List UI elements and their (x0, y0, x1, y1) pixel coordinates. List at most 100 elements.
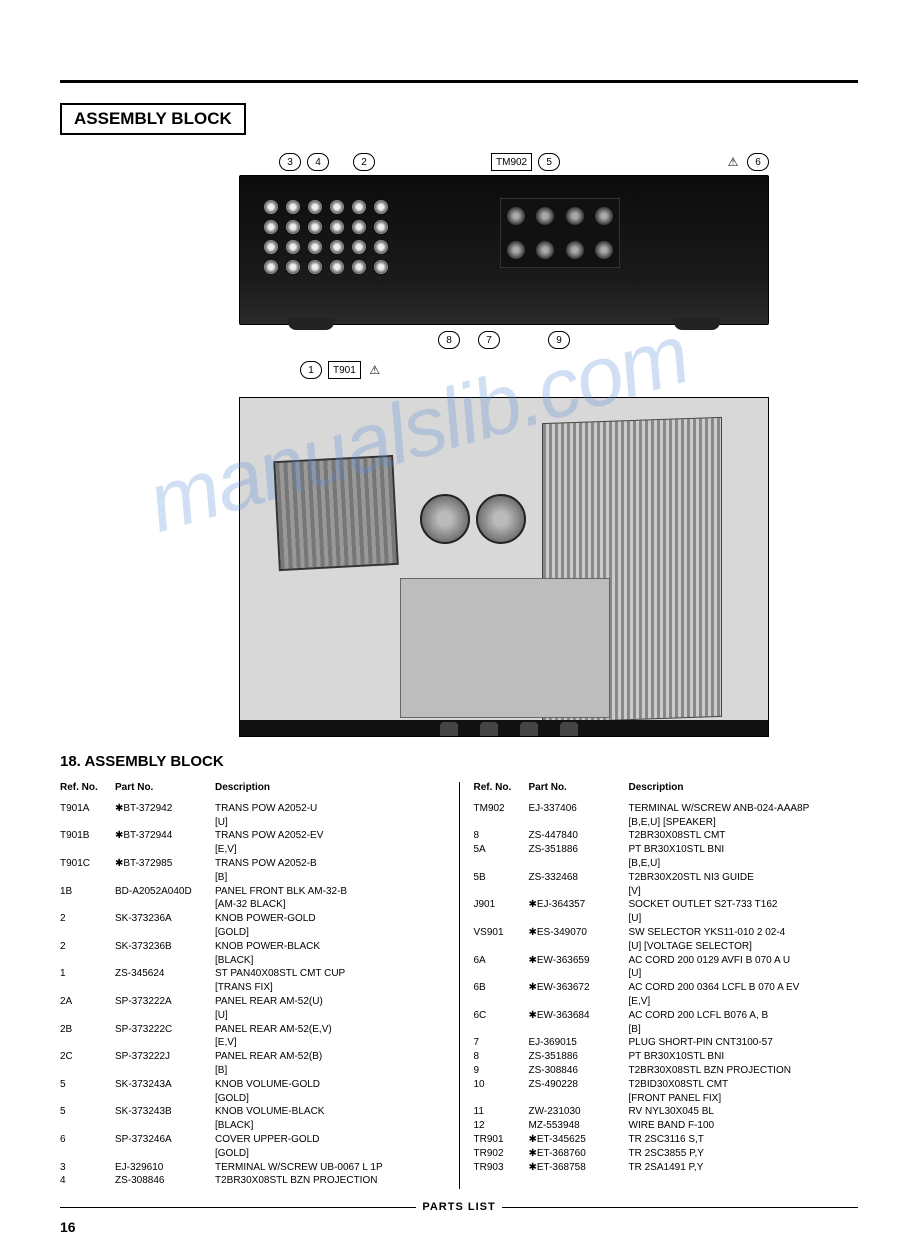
cell-ref: 5B (474, 872, 529, 885)
parts-list-area: Ref. No. Part No. Description T901A✱BT-3… (60, 782, 858, 1189)
cell-ref: J901 (474, 899, 529, 912)
cell-ref: 2 (60, 913, 115, 926)
cell-ref: 9 (474, 1065, 529, 1078)
parts-row: T901B✱BT-372944TRANS POW A2052-EV (60, 830, 445, 843)
cell-part: ✱EW-363659 (529, 955, 629, 968)
parts-row: 6SP-373246ACOVER UPPER-GOLD (60, 1134, 445, 1147)
parts-subline: [U] (474, 968, 859, 981)
cell-part: ✱ES-349070 (529, 927, 629, 940)
cell-desc: KNOB POWER-GOLD (215, 913, 445, 926)
cell-desc: KNOB VOLUME-BLACK (215, 1106, 445, 1119)
cell-desc: T2BR30X08STL CMT (629, 830, 859, 843)
cell-desc: TR 2SC3116 S,T (629, 1134, 859, 1147)
cell-desc: T2BR30X20STL NI3 GUIDE (629, 872, 859, 885)
parts-row: 11ZW-231030RV NYL30X045 BL (474, 1106, 859, 1119)
parts-row: TR901✱ET-345625TR 2SC3116 S,T (474, 1134, 859, 1147)
cell-ref: T901B (60, 830, 115, 843)
parts-row: 6C✱EW-363684AC CORD 200 LCFL B076 A, B (474, 1010, 859, 1023)
cell-desc: T2BID30X08STL CMT (629, 1079, 859, 1092)
cell-part: ✱ET-345625 (529, 1134, 629, 1147)
rear-panel-photo (239, 175, 769, 325)
cell-ref: 10 (474, 1079, 529, 1092)
parts-left-rows: T901A✱BT-372942TRANS POW A2052-U [U] T901B… (60, 803, 445, 1188)
capacitor-2 (476, 494, 526, 544)
cell-ref: 1B (60, 886, 115, 899)
parts-row: 5SK-373243AKNOB VOLUME-GOLD (60, 1079, 445, 1092)
cell-desc: PT BR30X10STL BNI (629, 844, 859, 857)
cell-desc: TERMINAL W/SCREW ANB-024-AAA8P (629, 803, 859, 816)
parts-row: 5AZS-351886PT BR30X10STL BNI (474, 844, 859, 857)
callout-8: 8 (438, 331, 460, 349)
cell-desc: TERMINAL W/SCREW UB-0067 L 1P (215, 1162, 445, 1175)
top-horizontal-rule (60, 80, 858, 83)
cell-desc: TR 2SA1491 P,Y (629, 1162, 859, 1175)
parts-row: 8ZS-351886PT BR30X10STL BNI (474, 1051, 859, 1064)
parts-header-right: Ref. No. Part No. Description (474, 782, 859, 795)
parts-row: 2ASP-373222APANEL REAR AM-52(U) (60, 996, 445, 1009)
cell-desc: ST PAN40X08STL CMT CUP (215, 968, 445, 981)
parts-subline: [B,E,U] [SPEAKER] (474, 817, 859, 830)
cell-desc: PANEL FRONT BLK AM-32-B (215, 886, 445, 899)
front-knob-row (240, 720, 768, 737)
cell-part: ✱EW-363672 (529, 982, 629, 995)
diagram-area: 3 4 2 TM902 5 ⚠ 6 8 7 9 1 T901 ⚠ (180, 153, 828, 737)
parts-header-left: Ref. No. Part No. Description (60, 782, 445, 795)
parts-row: TR903✱ET-368758TR 2SA1491 P,Y (474, 1162, 859, 1175)
speaker-terminal-block (500, 198, 620, 268)
header-ref-left: Ref. No. (60, 782, 115, 795)
cell-part: SP-373222C (115, 1024, 215, 1037)
cell-part: ZS-351886 (529, 1051, 629, 1064)
parts-subline: [U] (60, 1010, 445, 1023)
cell-part: SP-373222A (115, 996, 215, 1009)
cell-desc: PANEL REAR AM-52(E,V) (215, 1024, 445, 1037)
cell-ref: TR902 (474, 1148, 529, 1161)
parts-row: T901A✱BT-372942TRANS POW A2052-U (60, 803, 445, 816)
cell-desc: PANEL REAR AM-52(B) (215, 1051, 445, 1064)
column-divider (459, 782, 460, 1189)
internal-top-photo (239, 397, 769, 737)
cell-ref: 11 (474, 1106, 529, 1119)
parts-row: 1BBD-A2052A040DPANEL FRONT BLK AM-32-B (60, 886, 445, 899)
foot-right (674, 318, 720, 330)
cell-ref: T901A (60, 803, 115, 816)
cell-ref: TM902 (474, 803, 529, 816)
parts-row: 9ZS-308846T2BR30X08STL BZN PROJECTION (474, 1065, 859, 1078)
parts-subline: [B,E,U] (474, 858, 859, 871)
cell-ref: T901C (60, 858, 115, 871)
cell-ref: 5A (474, 844, 529, 857)
cell-ref: 6A (474, 955, 529, 968)
cell-part: SP-373222J (115, 1051, 215, 1064)
parts-row: 7EJ-369015PLUG SHORT-PIN CNT3100-57 (474, 1037, 859, 1050)
cell-part: ✱BT-372942 (115, 803, 215, 816)
parts-row: 1ZS-345624ST PAN40X08STL CMT CUP (60, 968, 445, 981)
parts-subline: [TRANS FIX] (60, 982, 445, 995)
parts-row: 6A✱EW-363659AC CORD 200 0129 AVFI B 070 … (474, 955, 859, 968)
cell-desc: KNOB POWER-BLACK (215, 941, 445, 954)
cell-desc: AC CORD 200 0129 AVFI B 070 A U (629, 955, 859, 968)
cell-ref: 6B (474, 982, 529, 995)
section-heading-18: 18. ASSEMBLY BLOCK (60, 753, 858, 770)
callout-4: 4 (307, 153, 329, 171)
parts-right-column: Ref. No. Part No. Description TM902EJ-33… (474, 782, 859, 1189)
parts-subline: [B] (60, 872, 445, 885)
cell-ref: 1 (60, 968, 115, 981)
header-ref-right: Ref. No. (474, 782, 529, 795)
parts-subline: [E,V] (60, 844, 445, 857)
parts-row: 12MZ-553948WIRE BAND F-100 (474, 1120, 859, 1133)
parts-row: 2BSP-373222CPANEL REAR AM-52(E,V) (60, 1024, 445, 1037)
cell-part: ZW-231030 (529, 1106, 629, 1119)
cell-ref: 5 (60, 1106, 115, 1119)
cell-part: ✱ET-368760 (529, 1148, 629, 1161)
callout-tm902: TM902 (491, 153, 532, 171)
header-part-left: Part No. (115, 782, 215, 795)
cell-ref: 2A (60, 996, 115, 1009)
header-part-right: Part No. (529, 782, 629, 795)
cell-desc: TRANS POW A2052-U (215, 803, 445, 816)
cell-part: SK-373243A (115, 1079, 215, 1092)
parts-row: 8ZS-447840T2BR30X08STL CMT (474, 830, 859, 843)
parts-row: T901C✱BT-372985TRANS POW A2052-B (60, 858, 445, 871)
cell-ref: 8 (474, 1051, 529, 1064)
parts-subline: [E,V] (474, 996, 859, 1009)
cell-part: ✱BT-372944 (115, 830, 215, 843)
cell-desc: T2BR30X08STL BZN PROJECTION (629, 1065, 859, 1078)
